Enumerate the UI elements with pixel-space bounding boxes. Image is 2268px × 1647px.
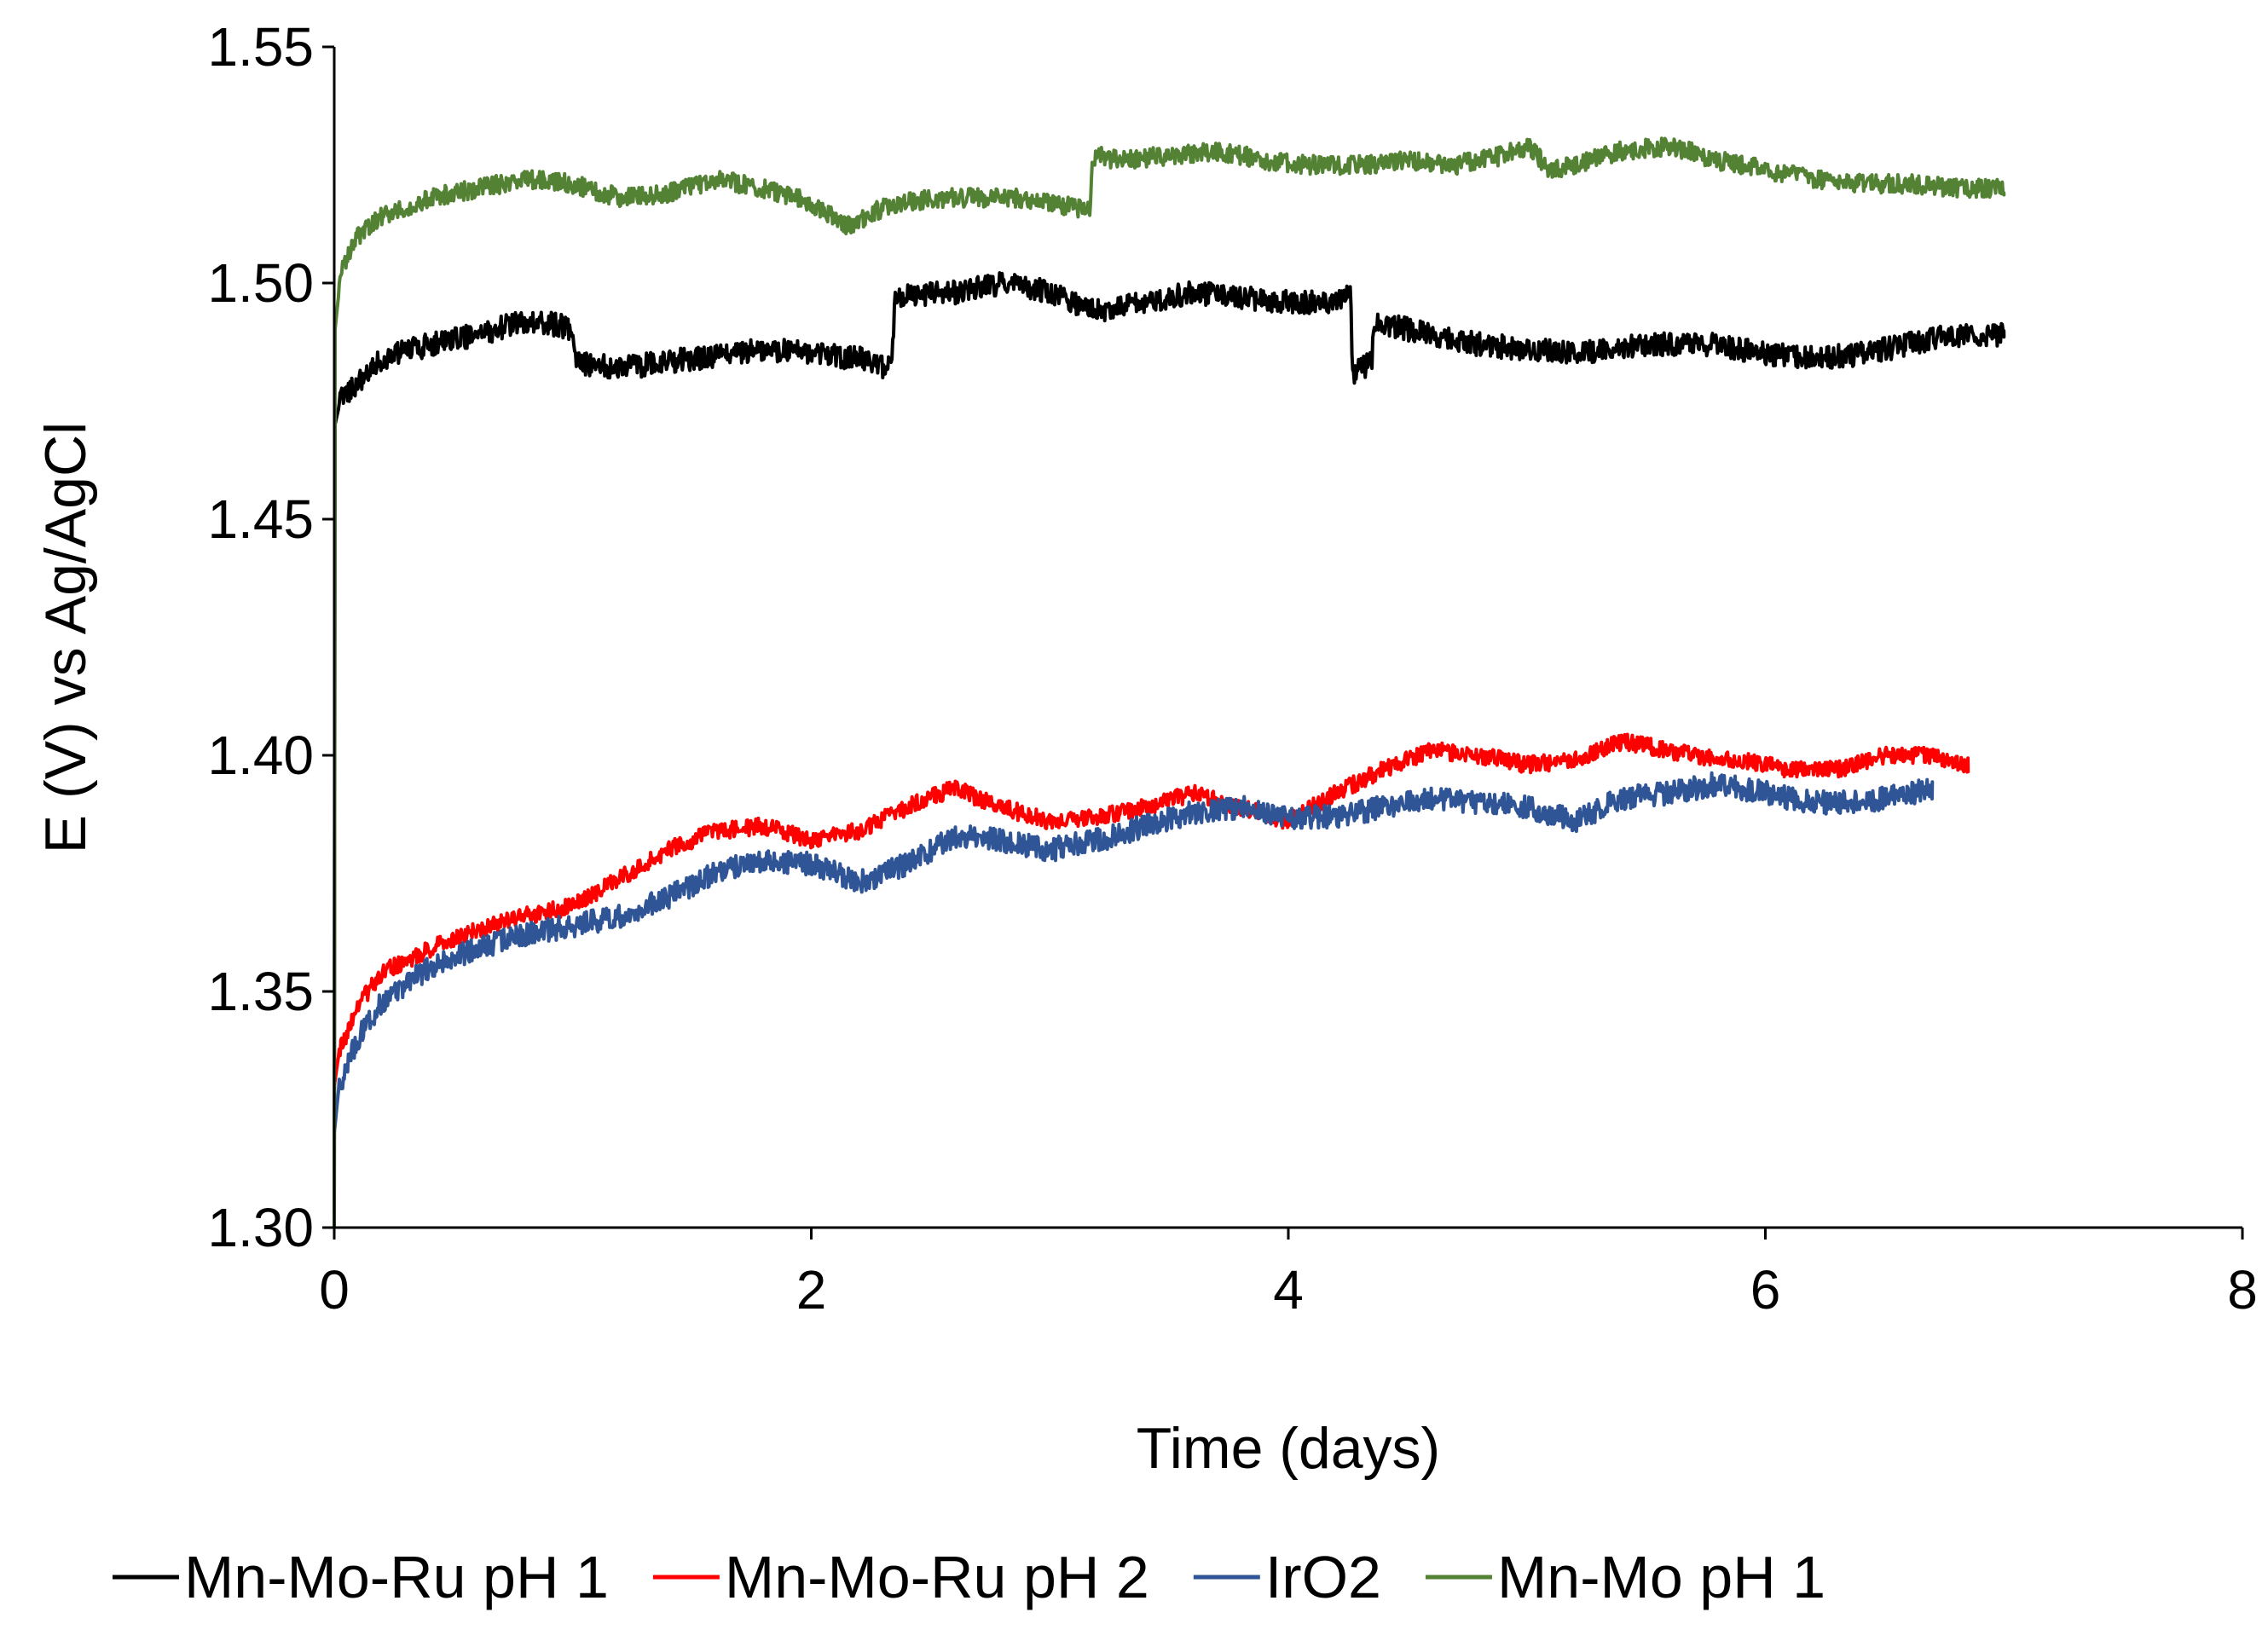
x-axis-ticks: 0 2 4 6 8 <box>319 1228 2258 1320</box>
y-tick-label: 1.40 <box>207 725 314 786</box>
x-tick-label: 8 <box>2227 1259 2258 1320</box>
legend-label: Mn-Mo-Ru pH 1 <box>184 1544 609 1610</box>
y-tick-label: 1.55 <box>207 16 314 78</box>
legend: Mn-Mo-Ru pH 1 Mn-Mo-Ru pH 2 IrO2 Mn-Mo pH 1 <box>113 1544 1825 1610</box>
series-line-2 <box>333 732 1970 1088</box>
y-tick-label: 1.30 <box>207 1197 314 1258</box>
legend-label: IrO2 <box>1265 1544 1381 1610</box>
series-layer <box>333 136 2006 1229</box>
y-tick-label: 1.45 <box>207 488 314 550</box>
x-axis-title: Time (days) <box>1137 1416 1440 1481</box>
y-tick-label: 1.50 <box>207 252 314 314</box>
legend-label: Mn-Mo-Ru pH 2 <box>725 1544 1149 1610</box>
series-line-4 <box>333 136 2006 1229</box>
series-line-3 <box>333 771 1935 1136</box>
y-axis-ticks: 1.30 1.35 1.40 1.45 1.50 1.55 <box>207 16 334 1258</box>
legend-label: Mn-Mo pH 1 <box>1497 1544 1825 1610</box>
y-tick-label: 1.35 <box>207 961 314 1022</box>
x-tick-label: 0 <box>319 1259 350 1320</box>
x-tick-label: 6 <box>1750 1259 1781 1320</box>
x-tick-label: 2 <box>796 1259 827 1320</box>
x-tick-label: 4 <box>1273 1259 1304 1320</box>
y-axis-title: E (V) vs Ag/AgCl <box>33 422 98 853</box>
series-line-1 <box>333 271 2006 1229</box>
